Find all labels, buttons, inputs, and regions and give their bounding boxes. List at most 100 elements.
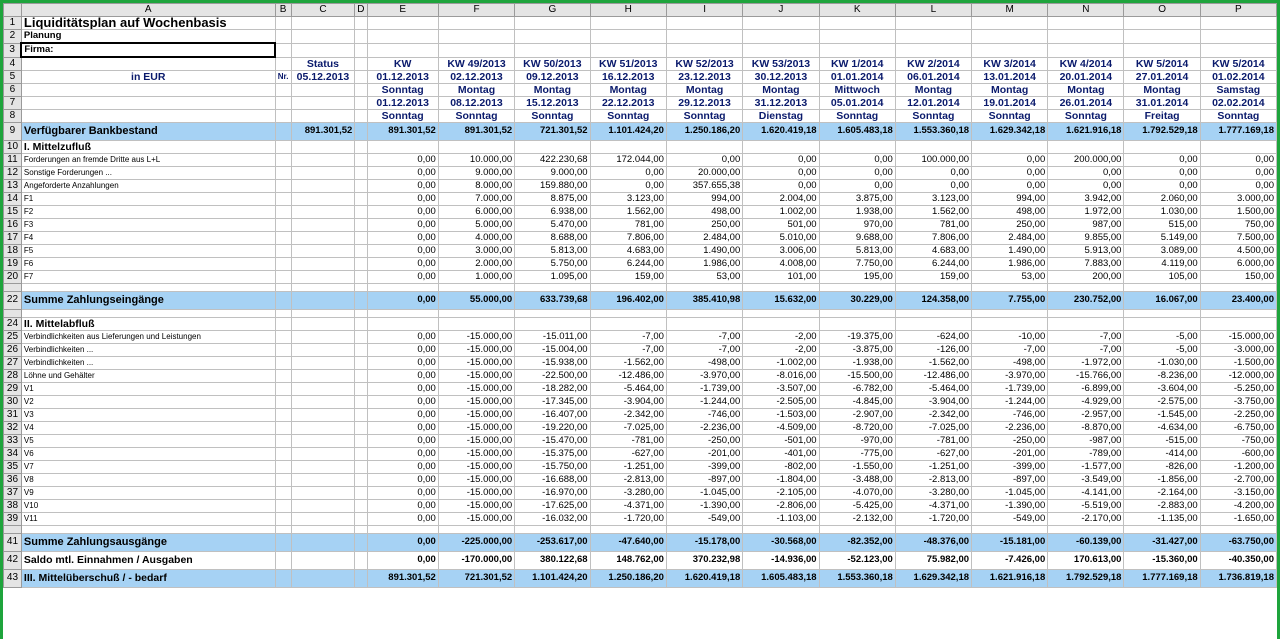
value-cell[interactable]: -6.782,00 xyxy=(818,381,896,396)
empty-cell[interactable] xyxy=(971,524,1049,534)
value-cell[interactable]: -15.000,00 xyxy=(437,485,516,500)
line-item-label[interactable]: V3 xyxy=(20,407,276,422)
value-cell[interactable]: 0,00 xyxy=(366,394,439,409)
value-cell[interactable]: 422.230,68 xyxy=(514,152,591,167)
value-cell[interactable]: -82.352,00 xyxy=(818,532,896,552)
empty-cell[interactable] xyxy=(971,42,1049,58)
value-cell[interactable]: -47.640,00 xyxy=(589,532,667,552)
empty-cell[interactable] xyxy=(290,420,356,435)
empty-cell[interactable] xyxy=(665,524,744,534)
empty-cell[interactable] xyxy=(354,269,368,284)
value-cell[interactable]: -18.282,00 xyxy=(514,381,591,396)
value-cell[interactable]: 55.000,00 xyxy=(437,290,516,310)
empty-cell[interactable] xyxy=(354,498,368,513)
line-item-label[interactable]: Sonstige Forderungen ... xyxy=(20,165,276,180)
empty-cell[interactable] xyxy=(589,16,667,30)
value-cell[interactable]: 0,00 xyxy=(1199,165,1277,180)
value-cell[interactable]: -802,00 xyxy=(742,459,820,474)
value-cell[interactable]: -1.545,00 xyxy=(1123,407,1201,422)
empty-cell[interactable] xyxy=(290,82,356,97)
value-cell[interactable]: 2.484,00 xyxy=(665,230,744,245)
value-cell[interactable]: 1.490,00 xyxy=(971,243,1049,258)
value-cell[interactable]: 891.301,52 xyxy=(437,121,516,141)
empty-cell[interactable] xyxy=(274,108,292,123)
row-header[interactable]: 37 xyxy=(3,485,22,500)
empty-cell[interactable] xyxy=(354,420,368,435)
value-cell[interactable]: 1.777.169,18 xyxy=(1199,121,1277,141)
column-header-M[interactable]: M xyxy=(971,3,1049,17)
empty-cell[interactable] xyxy=(290,204,356,219)
value-cell[interactable]: -15.011,00 xyxy=(514,329,591,344)
row-header[interactable]: 4 xyxy=(3,56,22,71)
value-cell[interactable]: 7.000,00 xyxy=(437,191,516,206)
value-cell[interactable]: 781,00 xyxy=(589,217,667,232)
value-cell[interactable]: -1.550,00 xyxy=(818,459,896,474)
value-cell[interactable]: -19.220,00 xyxy=(514,420,591,435)
value-cell[interactable]: 0,00 xyxy=(818,152,896,167)
empty-cell[interactable] xyxy=(354,433,368,448)
value-cell[interactable]: -7,00 xyxy=(1047,329,1125,344)
empty-cell[interactable] xyxy=(274,511,292,526)
empty-cell[interactable] xyxy=(1199,42,1277,58)
value-cell[interactable]: -1.251,00 xyxy=(589,459,667,474)
value-cell[interactable]: 1.736.819,18 xyxy=(1199,568,1277,588)
value-cell[interactable]: -5.519,00 xyxy=(1047,498,1125,513)
value-cell[interactable]: 1.095,00 xyxy=(514,269,591,284)
value-cell[interactable]: -7,00 xyxy=(589,342,667,357)
value-cell[interactable]: 3.006,00 xyxy=(742,243,820,258)
row-header[interactable]: 12 xyxy=(3,165,22,180)
column-header-A[interactable]: A xyxy=(20,3,276,17)
value-cell[interactable]: -970,00 xyxy=(818,433,896,448)
row-header[interactable]: 29 xyxy=(3,381,22,396)
empty-cell[interactable] xyxy=(354,69,368,84)
value-cell[interactable]: 7.883,00 xyxy=(1047,256,1125,271)
empty-cell[interactable] xyxy=(894,16,973,30)
value-cell[interactable]: 5.010,00 xyxy=(742,230,820,245)
value-cell[interactable]: 1.000,00 xyxy=(437,269,516,284)
value-cell[interactable]: 357.655,38 xyxy=(665,178,744,193)
value-cell[interactable]: 498,00 xyxy=(665,204,744,219)
value-cell[interactable]: 5.000,00 xyxy=(437,217,516,232)
column-header-H[interactable]: H xyxy=(589,3,667,17)
value-cell[interactable]: -1.390,00 xyxy=(665,498,744,513)
value-cell[interactable]: -3.750,00 xyxy=(1199,394,1277,409)
line-item-label[interactable]: F7 xyxy=(20,269,276,284)
value-cell[interactable]: 6.244,00 xyxy=(589,256,667,271)
value-cell[interactable]: 3.123,00 xyxy=(894,191,973,206)
column-header-E[interactable]: E xyxy=(366,3,439,17)
value-cell[interactable]: -3.875,00 xyxy=(818,342,896,357)
value-cell[interactable]: 501,00 xyxy=(742,217,820,232)
column-header-O[interactable]: O xyxy=(1123,3,1201,17)
cell-grid[interactable]: A B C D E F G H I J K L M N O P 1 Liquiditätsplan auf Woc… xyxy=(3,3,1277,588)
empty-cell[interactable] xyxy=(742,524,820,534)
value-cell[interactable]: 0,00 xyxy=(366,368,439,383)
column-header-P[interactable]: P xyxy=(1199,3,1277,17)
empty-cell[interactable] xyxy=(665,29,744,44)
value-cell[interactable]: 6.000,00 xyxy=(437,204,516,219)
value-cell[interactable]: -1.200,00 xyxy=(1199,459,1277,474)
value-cell[interactable]: -2.907,00 xyxy=(818,407,896,422)
empty-cell[interactable] xyxy=(665,316,744,331)
empty-cell[interactable] xyxy=(589,139,667,154)
value-cell[interactable]: -549,00 xyxy=(971,511,1049,526)
value-cell[interactable]: -16.407,00 xyxy=(514,407,591,422)
empty-cell[interactable] xyxy=(354,152,368,167)
value-cell[interactable]: 1.605.483,18 xyxy=(818,121,896,141)
empty-cell[interactable] xyxy=(290,342,356,357)
empty-cell[interactable] xyxy=(274,56,292,71)
empty-cell[interactable] xyxy=(894,282,973,292)
empty-cell[interactable] xyxy=(1199,16,1277,30)
value-cell[interactable]: -1.030,00 xyxy=(1123,355,1201,370)
empty-cell[interactable] xyxy=(274,217,292,232)
week-end-day[interactable]: Sonntag xyxy=(1047,108,1125,123)
empty-cell[interactable] xyxy=(1047,29,1125,44)
value-cell[interactable]: -401,00 xyxy=(742,446,820,461)
empty-cell[interactable] xyxy=(742,139,820,154)
value-cell[interactable]: -30.568,00 xyxy=(742,532,820,552)
empty-cell[interactable] xyxy=(1047,308,1125,318)
empty-cell[interactable] xyxy=(742,42,820,58)
empty-cell[interactable] xyxy=(274,165,292,180)
value-cell[interactable]: 1.490,00 xyxy=(665,243,744,258)
empty-cell[interactable] xyxy=(818,308,896,318)
value-cell[interactable]: 0,00 xyxy=(366,191,439,206)
